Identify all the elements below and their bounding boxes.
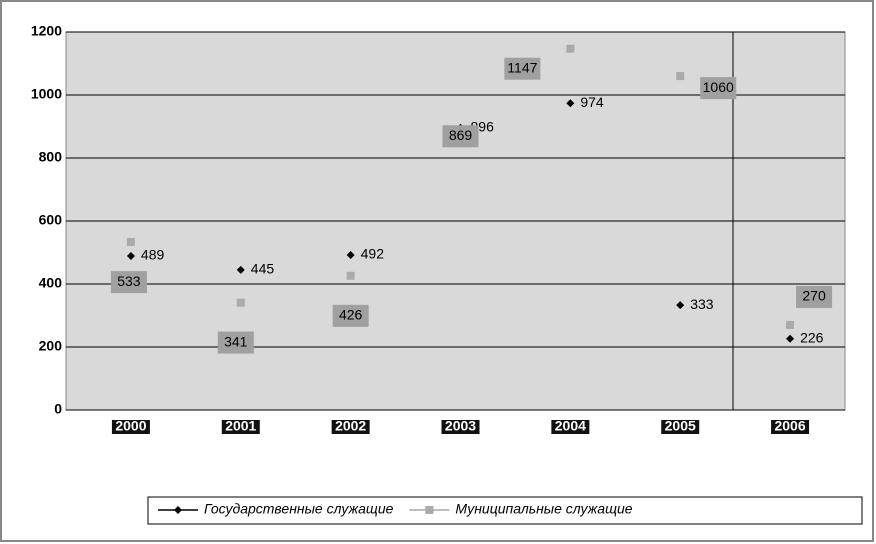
data-label: 341 [224, 333, 248, 349]
legend [147, 496, 863, 525]
data-label: 270 [802, 288, 826, 304]
data-label-box [796, 285, 833, 308]
y-tick-label: 200 [39, 338, 63, 354]
y-tick-label: 800 [39, 149, 63, 165]
x-tick-box [661, 420, 700, 434]
data-label-box [332, 304, 369, 327]
y-tick-label: 1200 [31, 23, 62, 39]
x-tick-label: 2004 [555, 418, 586, 434]
x-tick-label: 2000 [115, 418, 146, 434]
marker [786, 320, 795, 329]
x-tick-box [111, 420, 150, 434]
legend-label: Государственные служащие [204, 501, 394, 517]
y-tick-label: 600 [39, 212, 63, 228]
data-label-box [217, 331, 254, 354]
data-label-box [110, 271, 147, 294]
data-label: 1060 [703, 79, 734, 95]
x-tick-box [441, 420, 480, 434]
y-tick-label: 400 [39, 275, 63, 291]
y-tick-label: 0 [54, 401, 62, 417]
marker [676, 72, 685, 81]
x-tick-label: 2005 [665, 418, 696, 434]
marker [786, 334, 795, 343]
x-tick-label: 2001 [225, 418, 256, 434]
data-label: 426 [339, 307, 363, 323]
data-label: 226 [800, 330, 824, 346]
marker [676, 301, 685, 310]
marker [236, 298, 245, 307]
marker [566, 99, 575, 108]
x-tick-label: 2006 [774, 418, 805, 434]
data-label: 974 [580, 94, 604, 110]
data-label: 445 [251, 261, 275, 277]
legend-marker [425, 506, 434, 514]
marker [236, 265, 245, 274]
x-tick-box [551, 420, 590, 434]
marker [346, 251, 355, 260]
data-label: 492 [361, 246, 385, 262]
x-tick-box [331, 420, 370, 434]
data-label: 869 [449, 127, 473, 143]
data-label: 333 [690, 296, 714, 312]
data-label: 533 [117, 273, 141, 289]
x-tick-label: 2002 [335, 418, 366, 434]
x-tick-box [221, 420, 260, 434]
data-label-box [700, 77, 737, 100]
x-tick-box [771, 420, 810, 434]
marker [566, 44, 575, 53]
marker [126, 238, 135, 247]
marker [346, 271, 355, 280]
data-label: 489 [141, 247, 165, 263]
legend-marker [174, 506, 182, 514]
data-label-box [504, 57, 541, 80]
data-label: 1147 [507, 59, 537, 75]
legend-label: Муниципальные служащие [455, 501, 632, 517]
data-label-box [442, 125, 479, 148]
marker [126, 251, 135, 260]
x-tick-label: 2003 [445, 418, 476, 434]
y-tick-label: 1000 [31, 86, 62, 102]
